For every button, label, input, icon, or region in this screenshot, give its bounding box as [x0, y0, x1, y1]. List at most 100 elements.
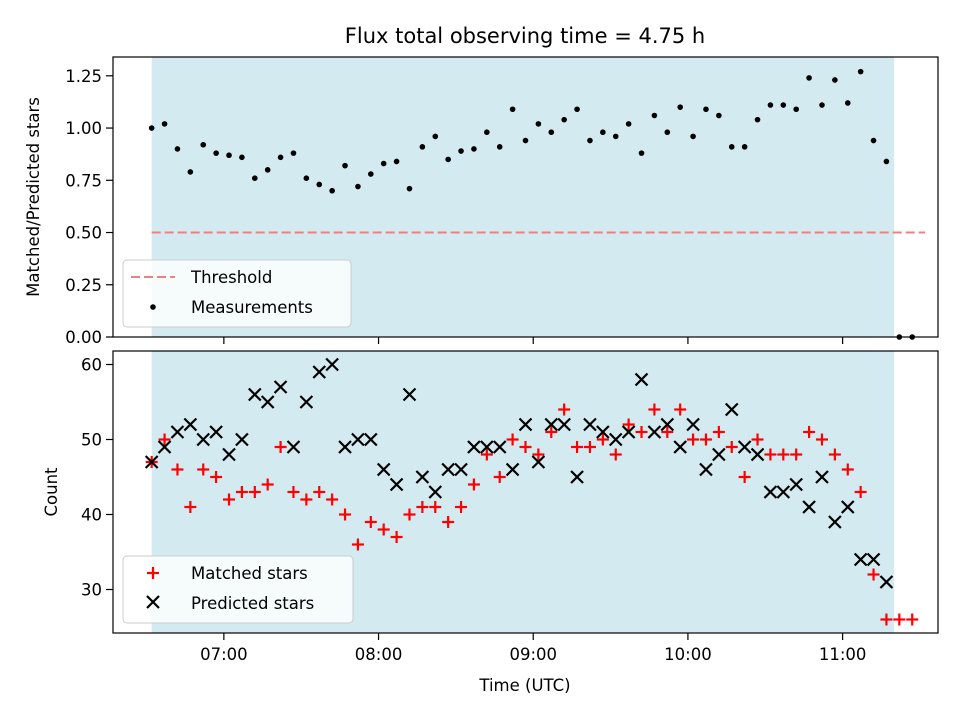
predicted-point [260, 395, 275, 409]
measurement-point [677, 104, 683, 110]
panel-count: 30 40 50 60 07:00 08:00 09:00 10:00 11:00 Count… [42, 350, 939, 695]
measurement-point [754, 116, 761, 123]
predicted-point [776, 485, 791, 499]
measurement-point [200, 141, 207, 148]
measurement-point [316, 181, 323, 188]
matched-point [738, 471, 751, 483]
predicted-point [596, 425, 610, 439]
matched-point [480, 448, 493, 461]
ratio-axes-frame [112, 56, 939, 338]
matched-point [815, 433, 828, 446]
measurement-point [832, 77, 838, 83]
matched-point [197, 463, 210, 476]
measurement-point [793, 106, 800, 113]
matched-point [223, 493, 236, 506]
matched-point [596, 433, 609, 446]
legend-threshold-label: Threshold [190, 268, 272, 287]
matched-point [906, 613, 919, 626]
predicted-point [183, 417, 198, 432]
x-tick-label: 08:00 [355, 645, 403, 664]
y-tick-label: 0.25 [65, 276, 102, 295]
y-tick-label: 0.75 [65, 171, 102, 190]
legend-matched-swatch [147, 567, 159, 579]
predicted-point [441, 462, 455, 477]
ratio-legend-box [122, 259, 352, 328]
matched-point [416, 501, 429, 513]
measurement-point [380, 160, 387, 167]
predicted-point [531, 455, 546, 469]
measurement-point [432, 133, 439, 140]
predicted-point [699, 462, 713, 477]
predicted-point [505, 462, 520, 477]
matched-point [248, 486, 261, 498]
measurement-point [419, 144, 426, 150]
x-tick-label: 09:00 [509, 645, 557, 664]
matched-point [455, 501, 468, 513]
predicted-point [376, 462, 391, 477]
matched-point [867, 568, 880, 581]
matched-point [532, 448, 545, 461]
measurement-point [187, 169, 194, 175]
predicted-point [583, 417, 597, 432]
measurement-point [368, 171, 374, 177]
matched-point [184, 501, 197, 513]
matched-point [712, 426, 725, 438]
matched-point [790, 448, 803, 461]
x-tick-label: 07:00 [200, 645, 248, 664]
predicted-point [312, 365, 327, 379]
measurement-point [277, 154, 284, 161]
matched-point [751, 433, 764, 446]
count-legend-box [122, 555, 354, 624]
matched-point [880, 613, 893, 626]
predicted-point [235, 432, 249, 447]
chart-title: Flux total observing time = 4.75 h [345, 24, 705, 48]
predicted-point [570, 470, 584, 484]
matched-point [261, 478, 274, 491]
measurement-point [355, 183, 361, 190]
measurement-point [290, 150, 297, 156]
predicted-point [222, 447, 236, 462]
measurement-point [522, 137, 529, 144]
measurement-point [161, 121, 168, 127]
measurement-point [857, 68, 864, 75]
predicted-point [815, 470, 829, 484]
y-tick-label: 50 [81, 431, 102, 450]
matched-point [235, 486, 248, 498]
y-tick-label: 60 [81, 356, 102, 375]
matched-point [274, 441, 287, 453]
y-tick-label: 1.00 [65, 119, 102, 138]
predicted-point [789, 477, 803, 492]
measurement-point [239, 154, 245, 161]
predicted-point [557, 417, 571, 432]
matched-point [287, 486, 300, 498]
measurement-point [600, 129, 606, 136]
matched-point [351, 538, 364, 551]
count-legend: Matched stars Predicted stars [122, 555, 354, 624]
predicted-point [467, 440, 481, 454]
matched-point [764, 448, 777, 461]
x-tick-label: 10:00 [664, 645, 712, 664]
matched-point [699, 433, 712, 446]
measurement-point [638, 150, 645, 156]
measurement-point [612, 133, 619, 140]
measurement-point [844, 100, 851, 106]
predicted-point [621, 425, 636, 439]
matched-point [674, 403, 687, 416]
matched-point [661, 426, 674, 438]
matched-point [171, 463, 184, 476]
measurement-point [716, 112, 722, 119]
predicted-point [248, 387, 262, 402]
ratio-y-ticks: 0.00 0.25 0.50 0.75 1.00 1.25 [65, 67, 113, 347]
measurement-point [458, 148, 464, 154]
measurement-point [251, 175, 258, 181]
panel-ratio: Flux total observing time = 4.75 h 0.000… [24, 24, 939, 347]
predicted-point [209, 425, 223, 439]
measurement-point [806, 75, 812, 81]
measurement-point [767, 102, 774, 108]
legend-measurements-label: Measurements [191, 298, 313, 317]
matched-point [583, 441, 596, 453]
matched-point [429, 501, 442, 513]
measurement-point [226, 152, 232, 159]
matched-point [571, 441, 584, 453]
